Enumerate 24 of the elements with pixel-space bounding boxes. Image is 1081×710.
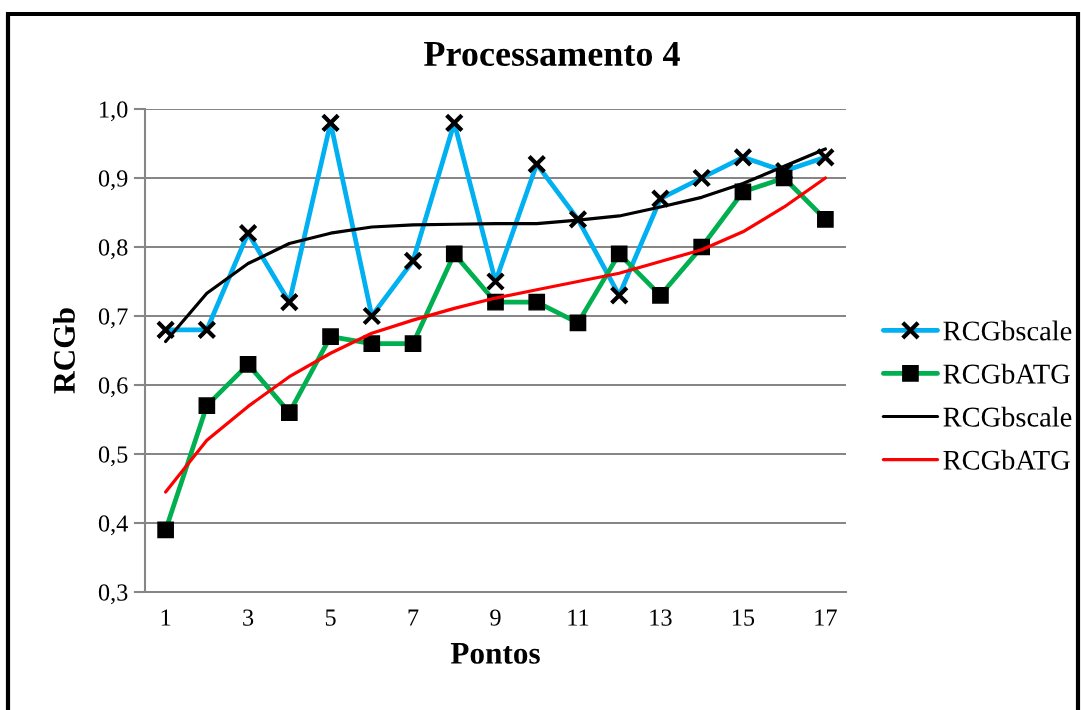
y-tick-label: 0,5: [98, 446, 128, 467]
y-tick-label: 0,9: [98, 170, 128, 191]
x-tick-label: 17: [815, 609, 837, 626]
x-tick-label: 3: [243, 609, 254, 626]
x-tick-label: 13: [650, 609, 672, 626]
x-tick-label: 7: [408, 609, 419, 626]
x-axis-title: Pontos: [450, 643, 540, 664]
x-tick-label: 1: [161, 609, 171, 626]
y-tick-label: 0,3: [98, 584, 128, 605]
legend-label: RCGbATG: [943, 363, 1070, 384]
legend-label: RCGbATG: [943, 449, 1070, 470]
y-tick-label: 0,6: [98, 377, 128, 398]
x-tick-label: 9: [490, 609, 501, 626]
y-tick-label: 0,4: [98, 515, 128, 536]
y-tick-label: 0,8: [98, 239, 128, 260]
y-tick-label: 0,7: [98, 308, 128, 329]
chart-title: Processamento 4: [424, 41, 680, 67]
x-tick-label: 11: [568, 609, 589, 626]
y-tick-label: 1,0: [100, 101, 128, 122]
x-tick-label: 5: [325, 609, 336, 626]
x-tick-label: 15: [732, 609, 755, 626]
legend-label: RCGbscale: [943, 406, 1072, 427]
y-axis-title: RCGb: [52, 308, 75, 394]
legend-label: RCGbscale: [943, 320, 1072, 341]
